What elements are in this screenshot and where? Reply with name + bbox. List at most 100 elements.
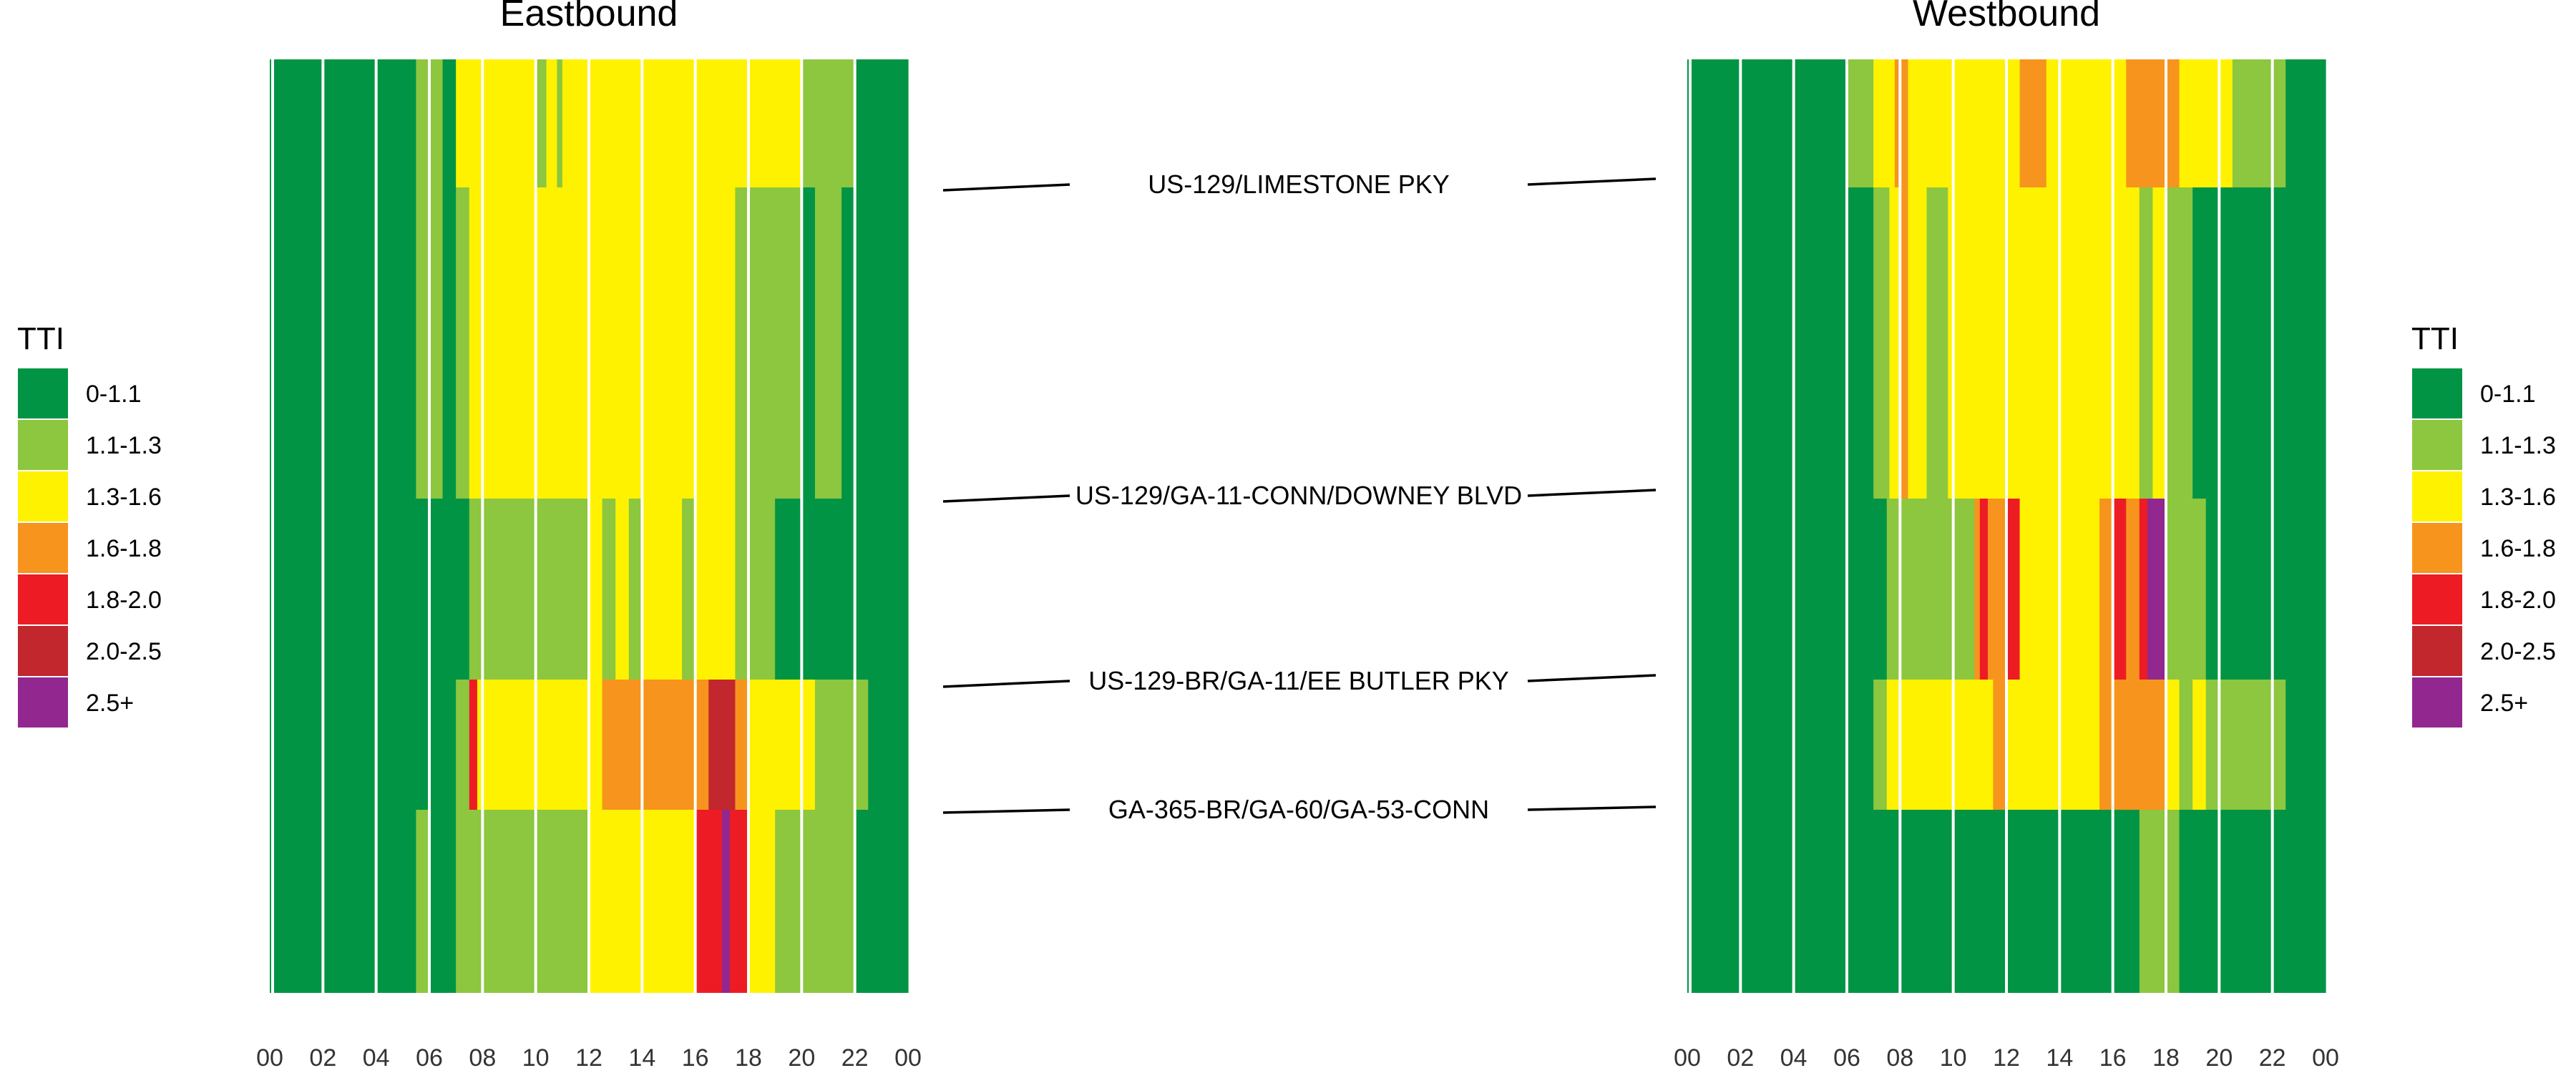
heatmap-cell [748, 810, 776, 993]
legend-swatch [2411, 367, 2464, 420]
heatmap-cell [2126, 59, 2180, 187]
x-tick-label: 04 [1780, 1044, 1807, 1072]
boundary-label: GA-365-BR/GA-60/GA-53-CONN [1108, 795, 1489, 824]
connector-line-right [1527, 489, 1657, 497]
heatmap-cell [695, 499, 736, 680]
connector-line-right [1527, 177, 1657, 186]
heatmap-cell [602, 680, 709, 810]
heatmap-cell [442, 59, 457, 187]
heatmap-cell [270, 810, 417, 993]
connector-line-left [942, 183, 1070, 192]
x-tick-label: 14 [2046, 1044, 2073, 1072]
panel-title: Eastbound [500, 0, 678, 34]
heatmap-cell [456, 187, 470, 499]
heatmap-cell [2112, 499, 2127, 680]
heatmap-cell [1873, 680, 1888, 810]
heatmap-cell [775, 499, 909, 680]
heatmap-cell [801, 810, 856, 993]
legend-label: 0-1.1 [2480, 381, 2536, 408]
legend-label: 0-1.1 [86, 381, 142, 408]
boundary-label: US-129/GA-11-CONN/DOWNEY BLVD [1075, 481, 1522, 510]
heatmap-cell [682, 499, 696, 680]
heatmap-cell [2152, 187, 2167, 499]
x-tick-label: 12 [1993, 1044, 2020, 1072]
legend-label: 1.6-1.8 [2480, 535, 2556, 562]
heatmap-cell [695, 810, 723, 993]
heatmap-cell [1687, 187, 1874, 499]
heatmap-cell [2166, 680, 2180, 810]
heatmap-cell [2205, 499, 2326, 680]
heatmap-cell [868, 680, 909, 810]
legend-swatch [16, 676, 69, 729]
heatmap-cell [2099, 680, 2167, 810]
heatmap-cell [814, 187, 842, 499]
legend-swatch [2411, 418, 2464, 471]
legend-swatch [2411, 521, 2464, 574]
heatmap-cell [1979, 499, 1989, 680]
heatmap-cell [602, 499, 616, 680]
heatmap-cell [557, 59, 563, 187]
heatmap-cell [2139, 187, 2154, 499]
legend-swatch [16, 470, 69, 523]
heatmap-cell [429, 810, 457, 993]
heatmap-cell [2019, 59, 2047, 187]
heatmap-cell [729, 810, 749, 993]
heatmap-cell [469, 187, 736, 499]
heatmap-cell [1908, 59, 2021, 187]
legends: TTI 0-1.1 1.1-1.3 1.3-1.6 1.6-1.8 1.8-2.0 2.0-… [16, 321, 2556, 729]
x-tick-label: 16 [2099, 1044, 2127, 1072]
heatmap-cell [535, 59, 547, 187]
legend-label: 1.1-1.3 [2480, 432, 2556, 459]
legend-title: TTI [2411, 321, 2459, 356]
heatmap-cell [841, 187, 909, 499]
heatmap-cell [801, 187, 816, 499]
x-tick-label: 00 [2312, 1044, 2339, 1072]
heatmap-cell [1908, 187, 1928, 499]
legend-right: TTI 0-1.1 1.1-1.3 1.3-1.6 1.6-1.8 1.8-2.0 2.0-… [2411, 321, 2556, 729]
heatmap-cell [2006, 499, 2021, 680]
heatmap-cell [2179, 680, 2193, 810]
x-tick-label: 02 [1727, 1044, 1754, 1072]
legend-label: 1.3-1.6 [86, 484, 162, 511]
x-tick-label: 08 [1886, 1044, 1913, 1072]
legend-label: 2.5+ [2480, 690, 2528, 717]
x-tick-label: 10 [1940, 1044, 1967, 1072]
x-tick-label: 10 [522, 1044, 550, 1072]
boundary-label: US-129/LIMESTONE PKY [1148, 170, 1450, 199]
heatmap-cell [1886, 680, 1994, 810]
x-tick-label: 20 [2205, 1044, 2233, 1072]
x-tick-label: 00 [894, 1044, 922, 1072]
heatmap-cell [1873, 59, 1896, 187]
x-tick-label: 22 [2259, 1044, 2286, 1072]
heatmap-cell [469, 680, 478, 810]
legend-label: 1.3-1.6 [2480, 484, 2556, 511]
heatmap-cell [1987, 499, 2007, 680]
heatmap-cell [708, 680, 736, 810]
heatmap-cell [270, 680, 457, 810]
heatmap-cell [456, 810, 483, 993]
heatmap-cell [1993, 680, 2007, 810]
boundary-connectors: US-129/LIMESTONE PKY US-129/GA-11-CONN/DO… [942, 170, 1657, 824]
heatmap-cell [735, 680, 749, 810]
legend-swatch [16, 521, 69, 574]
heatmap-cell [1900, 187, 1909, 499]
legend-label: 1.8-2.0 [86, 587, 162, 614]
panel-title: Westbound [1913, 0, 2100, 34]
heatmap-cell [270, 187, 417, 499]
legend-label: 1.1-1.3 [86, 432, 162, 459]
heatmap-cell [721, 810, 731, 993]
heatmap-cell [456, 680, 470, 810]
heatmap-cell [270, 59, 417, 187]
heatmap-cell [615, 499, 630, 680]
heatmap-cell [2139, 499, 2148, 680]
boundary-label: US-129-BR/GA-11/EE BUTLER PKY [1088, 666, 1509, 695]
heatmap-cell [2139, 810, 2180, 993]
heatmap-cell [1687, 680, 1874, 810]
heatmap-cell [2166, 187, 2193, 499]
legend-swatch [2411, 573, 2464, 626]
legend-label: 1.8-2.0 [2480, 587, 2556, 614]
heatmap-cell [1687, 810, 2140, 993]
heatmap-cell [2285, 680, 2326, 810]
heatmap-cell [2285, 59, 2326, 187]
